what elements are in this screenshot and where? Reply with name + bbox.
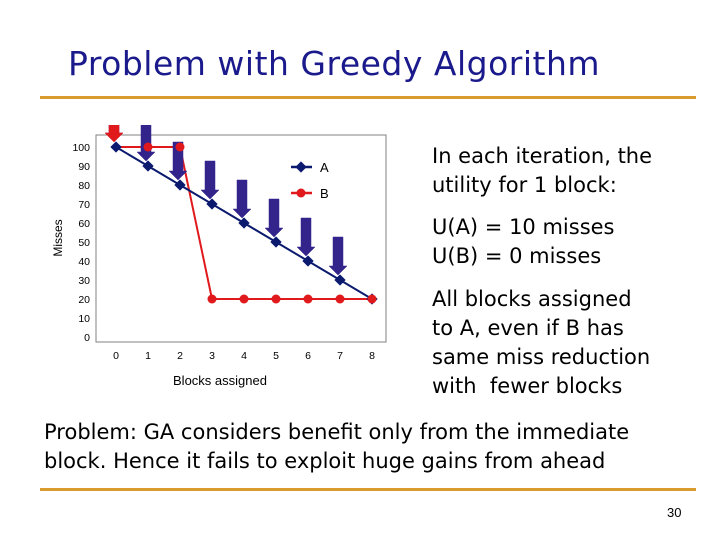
x-tick-label: 1 xyxy=(145,350,151,362)
x-tick-label: 8 xyxy=(369,350,375,362)
greedy-outcome-line-3: same miss reduction xyxy=(432,345,651,369)
utility-intro-line-2: utility for 1 block: xyxy=(432,173,617,197)
slide-title: Problem with Greedy Algorithm xyxy=(68,44,601,83)
x-tick-label: 3 xyxy=(209,350,215,362)
arrow-marker-a xyxy=(232,179,252,219)
y-tick-label: 50 xyxy=(78,237,90,249)
y-tick-label: 20 xyxy=(78,294,90,306)
legend-label-b: B xyxy=(320,186,329,201)
y-tick-label: 90 xyxy=(78,161,90,173)
arrow-marker-b xyxy=(104,125,124,143)
y-axis-title: Misses xyxy=(51,219,65,256)
utility-b: U(B) = 0 misses xyxy=(432,244,602,268)
problem-statement: Problem: GA considers benefit only from … xyxy=(44,418,704,476)
series-b-point xyxy=(143,142,153,152)
series-b-point xyxy=(239,294,249,304)
legend-marker-b xyxy=(296,188,306,198)
page-number: 30 xyxy=(667,505,682,520)
y-tick-label: 40 xyxy=(78,256,90,268)
x-tick-label: 2 xyxy=(177,350,183,362)
utility-intro-line-1: In each iteration, the xyxy=(432,144,653,168)
utility-a: U(A) = 10 misses xyxy=(432,215,615,239)
misses-chart: Misses Blocks assigned 01020304050607080… xyxy=(51,125,387,388)
greedy-outcome-line-4: with fewer blocks xyxy=(432,374,623,398)
x-tick-label: 0 xyxy=(113,350,119,362)
title-divider xyxy=(40,96,696,99)
greedy-outcome: All blocks assigned to A, even if B has … xyxy=(432,285,650,401)
series-b-point xyxy=(271,294,281,304)
y-tick-label: 0 xyxy=(84,332,90,344)
greedy-outcome-line-2: to A, even if B has xyxy=(432,316,624,340)
arrow-marker-a xyxy=(296,217,316,257)
arrow-marker-a xyxy=(264,198,284,238)
series-b-point xyxy=(303,294,313,304)
y-tick-label: 10 xyxy=(78,313,90,325)
y-tick-label: 80 xyxy=(78,180,90,192)
x-tick-label: 7 xyxy=(337,350,343,362)
series-b-point xyxy=(335,294,345,304)
arrow-marker-a xyxy=(328,236,348,276)
series-b-point xyxy=(207,294,217,304)
arrow-marker-a xyxy=(200,160,220,200)
x-tick-label: 4 xyxy=(241,350,247,362)
utility-values: U(A) = 10 misses U(B) = 0 misses xyxy=(432,213,615,271)
y-tick-label: 60 xyxy=(78,218,90,230)
greedy-outcome-line-1: All blocks assigned xyxy=(432,287,632,311)
x-tick-label: 5 xyxy=(273,350,279,362)
problem-line-2: block. Hence it fails to exploit huge ga… xyxy=(44,449,606,473)
x-tick-label: 6 xyxy=(305,350,311,362)
y-tick-label: 30 xyxy=(78,275,90,287)
utility-intro: In each iteration, the utility for 1 blo… xyxy=(432,142,652,200)
y-tick-label: 70 xyxy=(78,199,90,211)
y-tick-label: 100 xyxy=(72,142,90,154)
footer-divider xyxy=(40,488,696,491)
series-b-point xyxy=(175,142,185,152)
series-b-point xyxy=(367,294,377,304)
series-a-point xyxy=(302,255,314,267)
legend-label-a: A xyxy=(320,160,329,175)
x-axis-title: Blocks assigned xyxy=(173,373,267,388)
series-a-point xyxy=(334,274,346,286)
problem-line-1: Problem: GA considers benefit only from … xyxy=(44,420,630,444)
